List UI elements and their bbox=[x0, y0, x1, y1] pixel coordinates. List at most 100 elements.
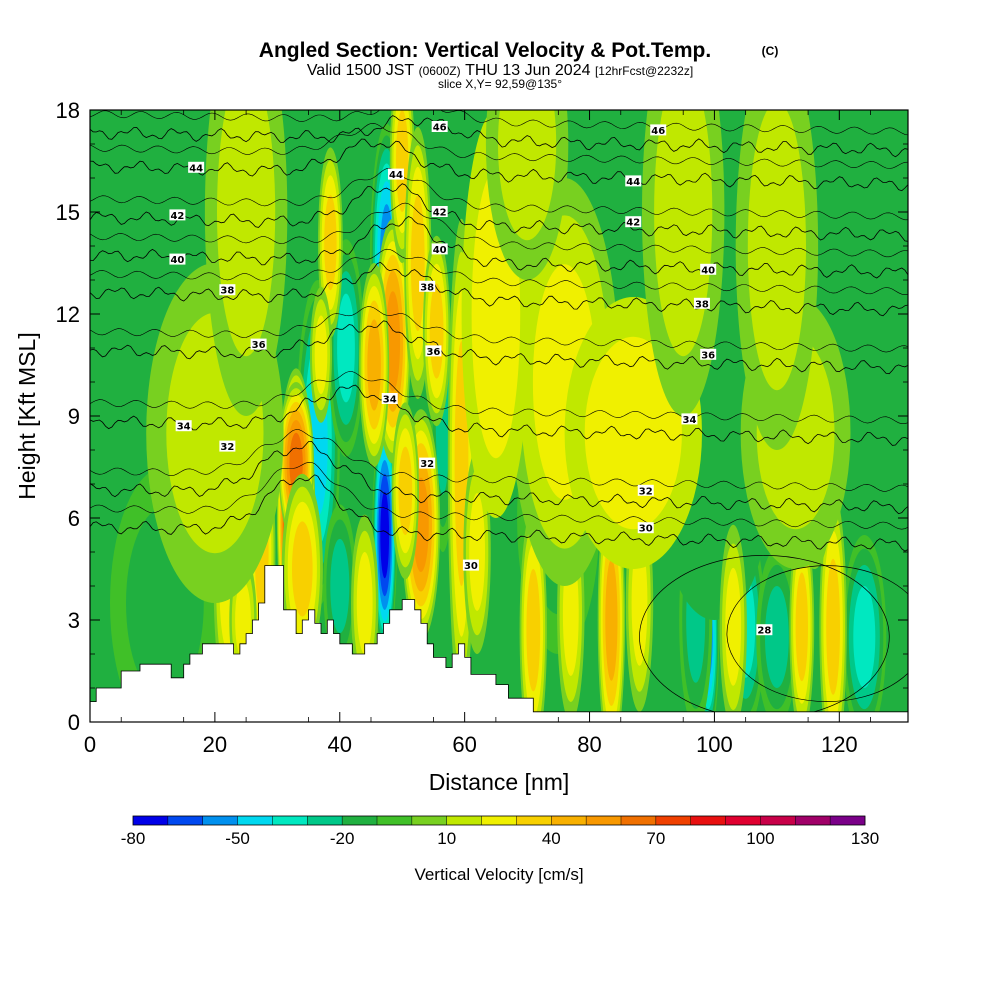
y-tick-label-0: 0 bbox=[68, 710, 80, 735]
contour-label-text: 36 bbox=[701, 350, 715, 361]
contour-label-bg bbox=[431, 243, 448, 255]
contour-label-text: 34 bbox=[383, 395, 397, 406]
colorbar-swatch-14 bbox=[621, 816, 657, 825]
velocity-band bbox=[398, 446, 413, 535]
contour-label-bg bbox=[219, 440, 236, 452]
x-tick-label-80: 80 bbox=[577, 732, 601, 757]
isentrope-line-3 bbox=[90, 320, 908, 375]
colorbar-swatch-16 bbox=[690, 816, 726, 825]
valid-date: THU 13 Jun 2024 bbox=[465, 62, 591, 79]
contour-label-text: 38 bbox=[220, 286, 234, 297]
isentrope-line-0 bbox=[90, 474, 908, 552]
y-tick-label-18: 18 bbox=[56, 98, 80, 123]
colorbar-swatch-4 bbox=[272, 816, 308, 825]
velocity-band bbox=[605, 559, 618, 681]
colorbar-tick-130: 130 bbox=[851, 829, 879, 848]
contour-label-bg bbox=[637, 522, 654, 534]
contour-label-text: 30 bbox=[639, 524, 653, 535]
contour-label-20: 44 bbox=[188, 161, 205, 174]
contour-label-bg bbox=[169, 253, 186, 265]
contour-label-10: 36 bbox=[700, 348, 717, 361]
colorbar-tick--80: -80 bbox=[121, 829, 146, 848]
contour-label-25: 28 bbox=[756, 624, 773, 637]
contour-label-bg bbox=[431, 121, 448, 132]
contour-label-bg bbox=[625, 216, 642, 228]
colorbar-swatch-1 bbox=[167, 816, 204, 825]
x-tick-label-60: 60 bbox=[452, 732, 476, 757]
colorbar-swatch-7 bbox=[377, 816, 413, 825]
contour-label-22: 44 bbox=[625, 175, 642, 188]
contour-label-4: 32 bbox=[637, 484, 654, 497]
contour-label-text: 32 bbox=[639, 486, 653, 497]
contour-label-text: 36 bbox=[426, 347, 440, 358]
copyright-mark: (C) bbox=[762, 44, 779, 58]
velocity-band bbox=[795, 572, 808, 682]
y-tick-label-15: 15 bbox=[56, 200, 80, 225]
contour-label-18: 42 bbox=[431, 206, 448, 219]
x-tick-label-100: 100 bbox=[696, 732, 733, 757]
contour-label-bg bbox=[425, 345, 442, 357]
colorbar-swatch-9 bbox=[446, 816, 482, 825]
contour-label-12: 38 bbox=[419, 280, 436, 293]
velocity-band bbox=[324, 195, 337, 291]
colorbar-frame bbox=[132, 815, 866, 826]
chart-valid-line: Valid 1500 JST (0600Z) THU 13 Jun 2024 [… bbox=[307, 62, 693, 79]
contour-label-text: 42 bbox=[170, 211, 184, 222]
colorbar-swatch-20 bbox=[830, 816, 866, 825]
updraft-cell-25 bbox=[391, 402, 419, 580]
contour-label-24: 46 bbox=[650, 124, 667, 137]
contour-label-bg bbox=[250, 338, 267, 350]
contour-label-text: 30 bbox=[464, 561, 478, 572]
colorbar-swatch-0 bbox=[133, 816, 169, 825]
contour-label-text: 32 bbox=[220, 442, 234, 453]
contour-labels: 30 30 32 32 32 34 34 34 36 36 36 38 38 38 40 40 40 42 42 42… bbox=[169, 121, 773, 637]
contour-label-3: 32 bbox=[419, 457, 436, 470]
isentrope-minor-0 bbox=[90, 461, 908, 530]
isentrope-line-7 bbox=[90, 138, 908, 192]
colorbar-tick--50: -50 bbox=[225, 829, 250, 848]
velocity-band bbox=[314, 315, 328, 395]
contour-label-13: 38 bbox=[693, 297, 710, 310]
contour-label-text: 44 bbox=[389, 170, 403, 181]
velocity-band bbox=[725, 567, 742, 686]
colorbar-tick-70: 70 bbox=[646, 829, 665, 848]
downdraft-cell-0 bbox=[372, 412, 398, 658]
contour-label-text: 40 bbox=[170, 255, 184, 266]
y-tick-label-12: 12 bbox=[56, 302, 80, 327]
colorbar-swatch-10 bbox=[481, 816, 517, 825]
contour-label-text: 34 bbox=[177, 422, 191, 433]
contour-label-text: 42 bbox=[433, 208, 447, 219]
contour-label-bg bbox=[175, 420, 192, 432]
colorbar-swatch-13 bbox=[586, 816, 622, 825]
colorbar-swatch-18 bbox=[760, 816, 796, 825]
isentrope-minor-2 bbox=[90, 371, 908, 424]
downdraft-cell-9 bbox=[842, 535, 887, 722]
potential-temperature-contours bbox=[90, 110, 908, 719]
contour-label-text: 44 bbox=[189, 163, 203, 174]
contour-label-text: 40 bbox=[433, 245, 447, 256]
contour-label-text: 44 bbox=[626, 177, 640, 188]
velocity-band bbox=[853, 586, 876, 688]
contour-label-bg bbox=[650, 124, 667, 136]
contour-label-bg bbox=[431, 206, 448, 217]
valid-utc: (0600Z) bbox=[419, 64, 461, 78]
velocity-band bbox=[367, 319, 381, 411]
velocity-band bbox=[526, 569, 541, 692]
velocity-band bbox=[356, 552, 373, 654]
x-axis: 0 20 40 60 80 100 120 bbox=[84, 110, 871, 757]
contour-label-bg bbox=[188, 161, 205, 173]
isentrope-minor-3 bbox=[90, 306, 908, 353]
updraft-cell-38 bbox=[819, 490, 847, 722]
velocity-band bbox=[330, 538, 350, 634]
updraft-cell-21 bbox=[359, 263, 390, 467]
terrain bbox=[90, 565, 908, 722]
colorbar-swatch-5 bbox=[307, 816, 343, 825]
contour-label-text: 36 bbox=[252, 340, 266, 351]
contour-label-bg bbox=[381, 393, 398, 404]
contour-label-5: 34 bbox=[175, 420, 192, 433]
x-tick-label-0: 0 bbox=[84, 732, 96, 757]
chart-title: Angled Section: Vertical Velocity & Pot.… bbox=[259, 39, 711, 62]
isentrope-minor-7 bbox=[90, 122, 908, 169]
contour-label-bg bbox=[419, 457, 436, 469]
